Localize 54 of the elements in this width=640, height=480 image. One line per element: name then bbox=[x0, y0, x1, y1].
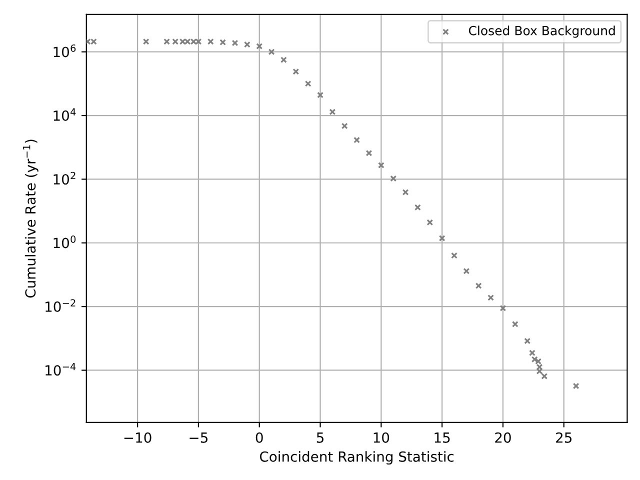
point bbox=[528, 350, 536, 356]
point bbox=[536, 368, 543, 374]
x-tick-label: 0 bbox=[256, 432, 263, 443]
point bbox=[438, 234, 446, 242]
x-tick-label: 15 bbox=[434, 432, 450, 443]
point bbox=[220, 39, 226, 46]
point bbox=[402, 188, 409, 196]
y-axis-title: Cumulative Rate (yr$^{−1}$) bbox=[23, 140, 38, 298]
point bbox=[390, 175, 397, 182]
x-tick-label: −10 bbox=[124, 432, 152, 443]
point bbox=[164, 38, 170, 45]
point bbox=[317, 92, 324, 98]
point bbox=[414, 204, 421, 211]
x-tick-label: 10 bbox=[374, 432, 390, 443]
point bbox=[500, 304, 506, 312]
y-tick-label: 10$^{4}$ bbox=[54, 108, 76, 121]
point bbox=[207, 38, 214, 45]
y-tick-label: 10$^{6}$ bbox=[54, 44, 76, 58]
point bbox=[244, 41, 250, 48]
x-tick-label: −5 bbox=[190, 432, 208, 443]
point bbox=[463, 268, 470, 274]
point bbox=[268, 48, 275, 56]
y-tick-label: 10$^{−2}$ bbox=[46, 299, 76, 312]
point bbox=[475, 282, 482, 290]
point bbox=[256, 43, 263, 50]
point bbox=[341, 122, 348, 130]
point bbox=[280, 56, 287, 64]
point bbox=[541, 372, 548, 380]
point bbox=[378, 162, 384, 168]
legend-label: Closed Box Background bbox=[468, 26, 615, 38]
point bbox=[512, 320, 518, 328]
y-tick-label: 10$^{0}$ bbox=[54, 236, 76, 248]
point bbox=[292, 68, 300, 75]
point bbox=[572, 382, 580, 390]
x-axis-title: Coincident Ranking Statistic bbox=[260, 451, 454, 465]
point bbox=[304, 80, 312, 87]
point bbox=[535, 358, 542, 365]
x-tick-label: 20 bbox=[495, 432, 511, 443]
y-tick-label: 10$^{2}$ bbox=[54, 172, 76, 185]
point bbox=[426, 219, 434, 226]
point bbox=[354, 136, 360, 144]
point bbox=[524, 338, 531, 344]
y-tick-label: 10$^{−4}$ bbox=[46, 363, 76, 376]
point bbox=[536, 364, 543, 370]
point bbox=[366, 150, 372, 156]
x-tick-label: 25 bbox=[556, 432, 572, 443]
point bbox=[90, 38, 97, 45]
point bbox=[531, 356, 538, 363]
x-tick-label: 5 bbox=[316, 432, 324, 443]
point bbox=[488, 294, 494, 301]
point bbox=[451, 252, 458, 259]
point bbox=[329, 108, 336, 116]
point bbox=[142, 38, 150, 45]
point bbox=[232, 40, 238, 46]
